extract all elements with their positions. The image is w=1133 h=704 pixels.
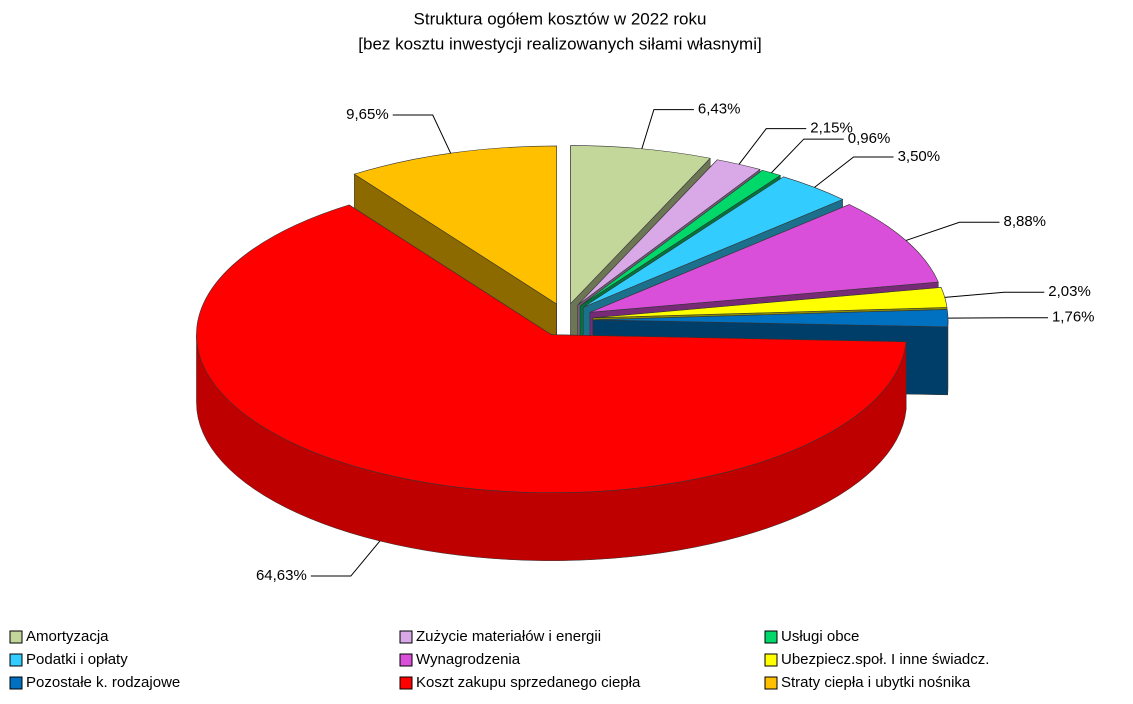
slice [589, 204, 939, 313]
slice [577, 159, 761, 306]
leader-line [771, 138, 844, 174]
legend-label: Koszt zakupu sprzedanego ciepła [416, 674, 641, 691]
leader-line [944, 291, 1045, 298]
legend-label: Wynagrodzenia [416, 651, 521, 668]
data-label: 1,76% [1052, 309, 1095, 326]
data-label: 2,15% [810, 120, 853, 137]
slice [196, 204, 907, 493]
legend-swatch [764, 653, 778, 667]
data-label: 6,43% [698, 101, 741, 118]
chart-title: Struktura ogółem kosztów w 2022 roku [414, 9, 707, 28]
legend-label: Ubezpiecz.społ. I inne świadcz. [781, 651, 989, 668]
legend-swatch [9, 676, 23, 690]
legend-swatch [764, 676, 778, 690]
legend-label: Amortyzacja [26, 628, 109, 645]
leader-line [738, 128, 807, 165]
legend-label: Pozostałe k. rodzajowe [26, 674, 180, 691]
legend-label: Zużycie materiałów i energii [416, 628, 601, 645]
leader-line [905, 221, 1000, 241]
legend-swatch [399, 653, 413, 667]
legend-swatch [399, 630, 413, 644]
legend-label: Podatki i opłaty [26, 651, 128, 668]
slice [583, 176, 844, 308]
data-label: 9,65% [346, 106, 389, 123]
leader-line [814, 156, 894, 188]
data-label: 2,03% [1048, 283, 1091, 300]
legend-label: Straty ciepła i ubytki nośnika [781, 674, 971, 691]
leader-line [310, 540, 381, 577]
slice [579, 169, 782, 307]
data-label: 64,63% [256, 567, 307, 584]
legend-swatch [9, 653, 23, 667]
data-label: 8,88% [1003, 213, 1046, 230]
legend-swatch [9, 630, 23, 644]
data-label: 0,96% [848, 130, 891, 147]
chart-subtitle: [bez kosztu inwestycji realizowanych sił… [358, 34, 761, 53]
legend-label: Usługi obce [781, 628, 859, 645]
legend-swatch [399, 676, 413, 690]
leader-line [641, 109, 694, 149]
leader-line [392, 114, 452, 154]
legend-swatch [764, 630, 778, 644]
data-label: 3,50% [898, 148, 941, 165]
slice [592, 287, 948, 319]
